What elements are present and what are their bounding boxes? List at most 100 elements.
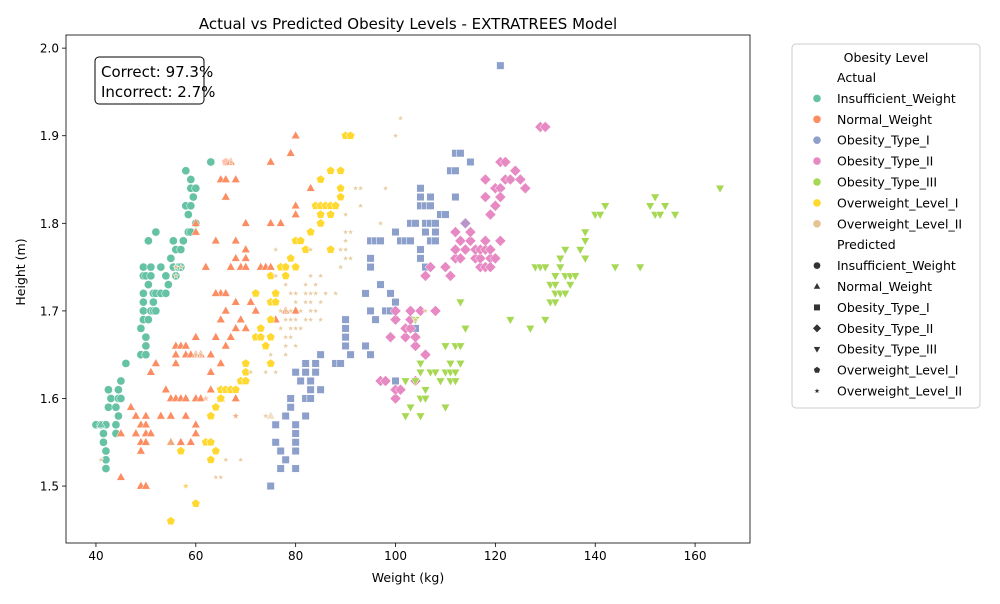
data-point <box>550 272 561 282</box>
data-point <box>190 419 201 429</box>
x-tick-label: 100 <box>384 549 407 563</box>
data-point <box>265 217 276 227</box>
data-point <box>291 438 300 447</box>
data-point <box>415 412 426 422</box>
data-point <box>176 245 186 254</box>
data-point <box>426 201 435 210</box>
data-point <box>261 341 271 350</box>
data-point <box>391 298 400 307</box>
data-point <box>645 202 655 212</box>
legend-actual-header: Actual <box>837 70 876 85</box>
data-point <box>560 290 571 299</box>
data-point <box>225 261 236 271</box>
data-point <box>366 254 375 263</box>
y-tick-label: 1.5 <box>40 480 59 494</box>
data-point <box>336 192 346 201</box>
data-point <box>141 332 151 342</box>
data-point <box>454 252 467 265</box>
data-point <box>217 473 225 481</box>
data-point <box>225 331 236 341</box>
data-point <box>440 342 451 352</box>
data-point <box>183 210 193 219</box>
data-point <box>386 289 395 298</box>
legend-marker <box>812 282 822 290</box>
legend-swatch <box>813 178 821 186</box>
data-point <box>331 200 341 210</box>
data-points <box>91 61 725 525</box>
data-point <box>188 192 198 202</box>
data-point <box>366 263 375 272</box>
legend-entry-label: Insufficient_Weight <box>837 258 956 273</box>
data-point <box>421 228 430 237</box>
data-point <box>291 368 300 377</box>
data-point <box>156 262 166 272</box>
data-point <box>341 324 350 333</box>
data-point <box>206 454 216 464</box>
data-point <box>190 226 201 236</box>
data-point <box>266 271 276 280</box>
data-point <box>416 184 425 193</box>
data-point <box>241 367 251 377</box>
data-point <box>206 411 216 420</box>
data-point <box>220 305 231 315</box>
data-point <box>381 184 390 192</box>
data-point <box>361 289 370 298</box>
data-point <box>286 394 295 403</box>
misclassified-point <box>221 157 231 166</box>
data-point <box>660 202 670 212</box>
data-point <box>406 236 415 245</box>
data-point <box>240 244 251 253</box>
data-point <box>131 410 141 420</box>
legend-title: Obesity Level <box>844 50 929 65</box>
data-point <box>230 174 241 183</box>
data-point <box>356 201 365 209</box>
data-point <box>316 385 325 394</box>
data-point <box>444 269 457 282</box>
data-point <box>489 252 502 265</box>
data-point <box>281 271 291 280</box>
legend-entry-label: Obesity_Type_III <box>837 342 937 357</box>
data-point <box>336 263 345 271</box>
data-point <box>305 182 316 192</box>
data-point <box>455 298 466 308</box>
y-tick-label: 1.8 <box>40 217 59 231</box>
data-point <box>265 261 276 271</box>
data-point <box>341 341 350 350</box>
accuracy-annotation: Correct: 97.3% Incorrect: 2.7% <box>94 56 215 105</box>
data-point <box>210 288 221 297</box>
data-point <box>161 289 171 298</box>
legend: Obesity Level Actual Insufficient_Weight No… <box>791 43 981 409</box>
data-point <box>116 428 126 437</box>
data-point <box>326 244 336 254</box>
misclassified-points <box>221 157 231 166</box>
data-point <box>286 306 295 315</box>
data-point <box>336 183 346 193</box>
data-point <box>144 236 153 246</box>
data-point <box>346 228 355 236</box>
series-overweight-level-ii <box>97 114 430 490</box>
data-point <box>431 228 440 237</box>
data-point <box>141 436 151 446</box>
misclassified-points <box>201 393 241 420</box>
data-point <box>99 429 108 438</box>
data-point <box>595 211 606 220</box>
data-point <box>296 306 305 315</box>
data-point <box>271 438 280 447</box>
data-point <box>197 350 205 358</box>
data-point <box>326 209 336 219</box>
data-point <box>411 315 420 323</box>
data-point <box>171 358 181 367</box>
data-point <box>211 446 221 455</box>
data-point <box>190 217 201 227</box>
legend-swatch <box>813 199 821 207</box>
data-point <box>276 324 285 332</box>
data-point <box>190 331 201 341</box>
data-point <box>464 234 477 247</box>
data-point <box>451 193 460 202</box>
data-point <box>341 236 350 244</box>
data-point <box>291 289 300 297</box>
data-point <box>276 447 285 456</box>
data-point <box>99 437 108 447</box>
data-point <box>306 245 315 253</box>
